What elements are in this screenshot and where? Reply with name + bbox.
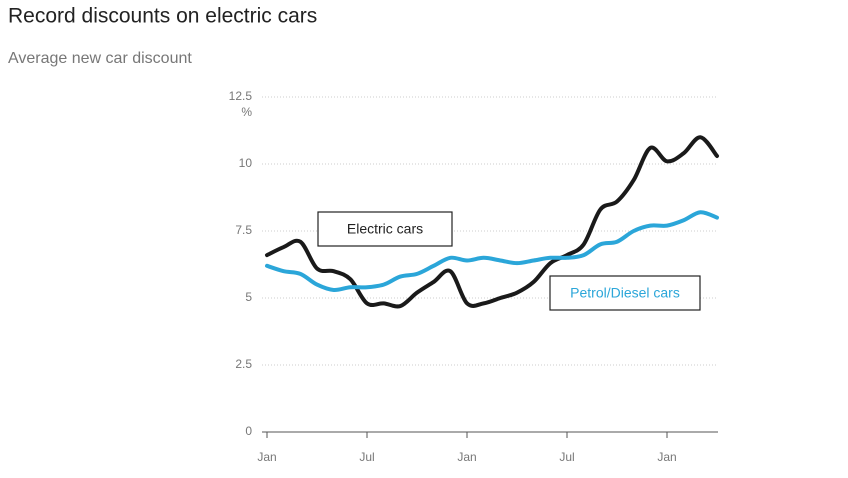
x-tick-label: Jan [457, 450, 476, 464]
chart-subtitle: Average new car discount [8, 50, 192, 67]
series-line [265, 135, 719, 309]
y-tick-label: 0 [245, 424, 252, 438]
y-tick-label: 5 [245, 290, 252, 304]
y-tick-label: 12.5 [229, 89, 253, 103]
y-tick-label: 2.5 [235, 357, 252, 371]
legend-box [317, 211, 453, 247]
chart-title: Record discounts on electric cars [8, 5, 317, 28]
x-tick-label: Jan [257, 450, 276, 464]
x-tick-label: Jul [359, 450, 374, 464]
y-tick-label: 10 [239, 156, 253, 170]
legend-label: Electric cars [347, 221, 423, 237]
series-line [265, 210, 719, 292]
y-unit: % [241, 105, 252, 119]
legend-label: Petrol/Diesel cars [570, 285, 680, 301]
x-tick-label: Jul [559, 450, 574, 464]
x-tick-label: Jan [657, 450, 676, 464]
legend-box [549, 275, 701, 311]
y-tick-label: 7.5 [235, 223, 252, 237]
